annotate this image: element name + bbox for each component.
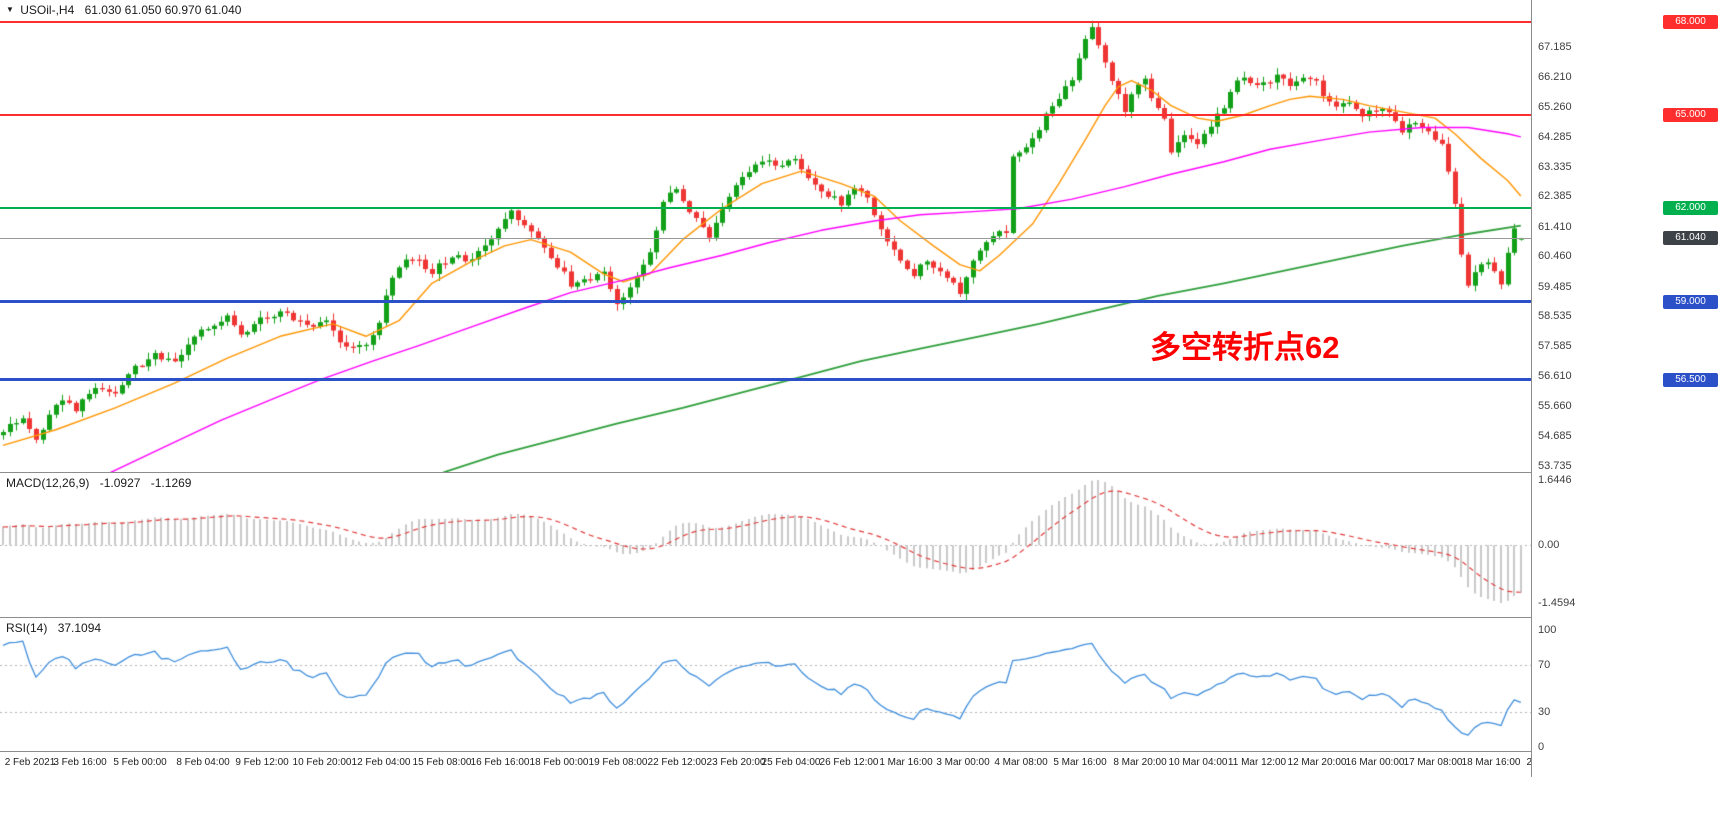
price-tick-label: 57.585	[1538, 340, 1572, 353]
symbol-dropdown-icon[interactable]: ▼	[6, 5, 14, 14]
price-tick-label: 60.460	[1538, 250, 1572, 263]
price-level-line-68.000[interactable]	[0, 20, 1531, 23]
macd-indicator-label: MACD(12,26,9)	[6, 476, 90, 490]
time-axis-label: 2 Feb 2021	[4, 757, 56, 768]
time-axis-label: 4 Mar 08:00	[994, 757, 1048, 768]
price-tick-label: 63.335	[1538, 160, 1572, 173]
price-level-line-59.000[interactable]	[0, 300, 1531, 304]
price-level-badge-62.000: 62.000	[1663, 201, 1718, 216]
macd-signal-value: -1.1269	[150, 476, 192, 490]
time-axis-label: 10 Mar 04:00	[1168, 757, 1228, 768]
bottom-margin	[0, 777, 1720, 840]
time-axis-label: 15 Feb 08:00	[412, 757, 472, 768]
macd-tick-label: -1.4594	[1538, 597, 1576, 609]
time-axis-label: 18 Mar 16:00	[1461, 757, 1521, 768]
rsi-tick-label: 30	[1538, 705, 1551, 718]
price-tick-label: 64.285	[1538, 131, 1572, 144]
price-level-line-65.000[interactable]	[0, 114, 1531, 116]
macd-header: MACD(12,26,9) -1.0927 -1.1269	[6, 476, 198, 490]
price-level-badge-65.000: 65.000	[1663, 108, 1718, 122]
price-tick-label: 66.210	[1538, 71, 1572, 84]
pane-separator[interactable]	[0, 472, 1720, 473]
time-axis-label: 23 Feb 20:00	[706, 757, 766, 768]
macd-canvas[interactable]	[0, 473, 1531, 617]
price-tick-label: 53.735	[1538, 460, 1572, 473]
price-tick-label: 61.410	[1538, 220, 1572, 233]
price-tick-label: 55.660	[1538, 400, 1572, 413]
main-chart-pane: ▼ USOil-,H4 61.030 61.050 60.970 61.040 …	[0, 0, 1531, 472]
price-tick-label: 54.685	[1538, 430, 1572, 443]
time-axis-label: 17 Mar 08:00	[1403, 757, 1463, 768]
time-axis[interactable]: 2 Feb 2021 3 Feb 16:00 5 Feb 00:00 8 Feb 04…	[0, 752, 1720, 777]
time-axis-label: 12 Feb 04:00	[351, 757, 411, 768]
macd-indicator-pane: MACD(12,26,9) -1.0927 -1.1269	[0, 473, 1531, 617]
pane-separator[interactable]	[0, 617, 1720, 618]
rsi-canvas[interactable]	[0, 618, 1531, 751]
time-axis-label: 26 Feb 12:00	[819, 757, 879, 768]
rsi-indicator-pane: RSI(14) 37.1094	[0, 618, 1531, 751]
ohlc-readout: 61.030 61.050 60.970 61.040	[84, 3, 242, 17]
rsi-tick-label: 70	[1538, 659, 1551, 672]
time-axis-label: 10 Feb 20:00	[292, 757, 352, 768]
macd-tick-label: 1.6446	[1538, 474, 1572, 486]
symbol-timeframe-label: USOil-,H4	[20, 3, 75, 17]
trend-annotation-text[interactable]: 多空转折点62	[1150, 330, 1340, 365]
time-axis-label: 1 Mar 16:00	[879, 757, 933, 768]
price-tick-label: 56.610	[1538, 370, 1572, 383]
candlestick-canvas[interactable]	[0, 0, 1531, 472]
time-axis-label: 18 Feb 00:00	[529, 757, 589, 768]
time-axis-label: 11 Mar 12:00	[1227, 757, 1287, 768]
rsi-indicator-label: RSI(14)	[6, 621, 48, 635]
price-tick-label: 67.185	[1538, 40, 1572, 53]
rsi-tick-label: 100	[1538, 624, 1557, 636]
price-tick-label: 62.385	[1538, 190, 1572, 203]
macd-value: -1.0927	[99, 476, 141, 490]
time-axis-label: 5 Feb 00:00	[113, 757, 167, 768]
time-axis-label: 12 Mar 20:00	[1287, 757, 1347, 768]
time-axis-label: 5 Mar 16:00	[1053, 757, 1107, 768]
price-level-line-56.500[interactable]	[0, 378, 1531, 382]
time-axis-label: 8 Mar 20:00	[1113, 757, 1167, 768]
price-level-badge-56.500: 56.500	[1663, 372, 1718, 387]
price-tick-label: 59.485	[1538, 280, 1572, 293]
price-tick-label: 58.535	[1538, 310, 1572, 323]
price-level-line-61.040[interactable]	[0, 237, 1531, 239]
price-level-badge-59.000: 59.000	[1663, 294, 1718, 309]
macd-tick-label: 0.00	[1538, 539, 1560, 552]
rsi-tick-label: 0	[1538, 741, 1545, 753]
time-axis-label: 19 Feb 08:00	[588, 757, 648, 768]
price-level-badge-68.000: 68.000	[1663, 14, 1718, 29]
time-axis-label: 3 Feb 16:00	[53, 757, 107, 768]
price-scale[interactable]: 67.185 66.210 65.260 64.285 63.335 62.385 61.4…	[1531, 0, 1720, 777]
time-axis-label: 9 Feb 12:00	[235, 757, 289, 768]
rsi-header: RSI(14) 37.1094	[6, 621, 108, 635]
price-level-badge-61.040: 61.040	[1663, 231, 1718, 246]
pane-separator[interactable]	[0, 751, 1720, 752]
price-level-line-62.000[interactable]	[0, 207, 1531, 210]
price-tick-label: 65.260	[1538, 100, 1572, 113]
time-axis-label: 25 Feb 04:00	[761, 757, 821, 768]
time-axis-label: 3 Mar 00:00	[936, 757, 990, 768]
time-axis-label: 16 Mar 00:00	[1345, 757, 1405, 768]
time-axis-label: 8 Feb 04:00	[176, 757, 230, 768]
main-chart-header: ▼ USOil-,H4 61.030 61.050 60.970 61.040	[6, 3, 248, 17]
time-axis-label: 22 Feb 12:00	[647, 757, 707, 768]
time-axis-label: 16 Feb 16:00	[470, 757, 530, 768]
rsi-value: 37.1094	[57, 621, 102, 635]
